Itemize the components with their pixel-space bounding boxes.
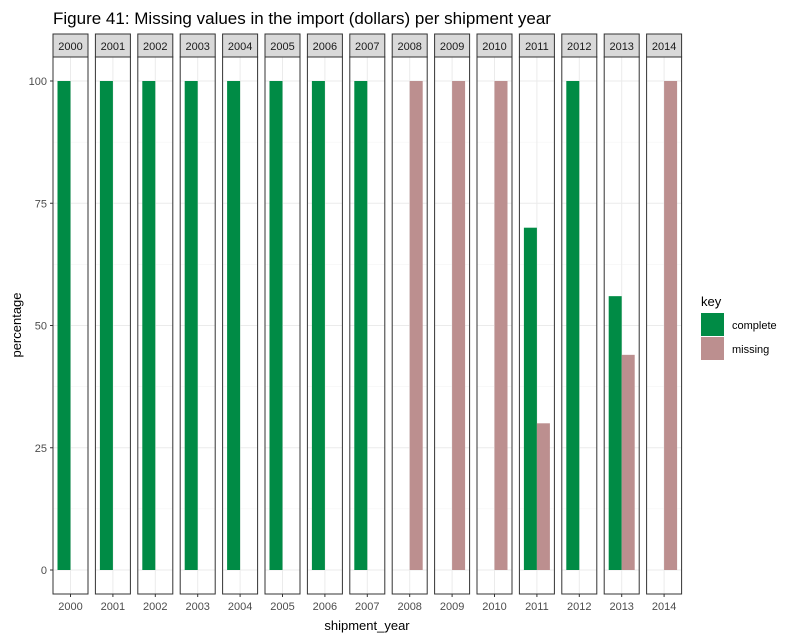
facet-panel: 2013 2013 xyxy=(603,33,640,613)
facet-panel: 2011 2011 xyxy=(518,33,555,613)
facet-strip-label: 2003 xyxy=(185,41,209,53)
facet-panel: 2000 2000 xyxy=(52,33,89,613)
bar-complete xyxy=(566,81,580,570)
legend-key-complete xyxy=(701,313,724,336)
bar-complete xyxy=(99,81,113,570)
legend-title: key xyxy=(701,294,722,309)
facet-strip-label: 2009 xyxy=(440,41,464,53)
chart-title: Figure 41: Missing values in the import … xyxy=(53,9,551,28)
bar-complete xyxy=(608,296,622,570)
facet-panel: 2014 2014 xyxy=(646,33,683,613)
y-tick-label: 25 xyxy=(35,443,47,455)
x-tick-label: 2004 xyxy=(228,601,252,613)
y-tick-label: 0 xyxy=(41,565,47,577)
legend-key-missing xyxy=(701,337,724,360)
facet-panel: 2003 2003 xyxy=(179,33,216,613)
facet-panel: 2008 2008 xyxy=(391,33,428,613)
bar-missing xyxy=(536,423,550,570)
x-tick-label: 2005 xyxy=(270,601,294,613)
facet-strip-label: 2000 xyxy=(58,41,82,53)
facet-strip-label: 2002 xyxy=(143,41,167,53)
facet-strip-label: 2008 xyxy=(397,41,421,53)
x-tick-label: 2014 xyxy=(652,601,676,613)
x-tick-label: 2006 xyxy=(313,601,337,613)
facet-panel: 2007 2007 xyxy=(349,33,386,613)
bar-complete xyxy=(57,81,71,570)
x-tick-label: 2000 xyxy=(58,601,82,613)
bar-complete xyxy=(523,227,537,570)
x-tick-label: 2007 xyxy=(355,601,379,613)
facet-strip-label: 2011 xyxy=(525,41,549,53)
y-axis-title: percentage xyxy=(9,292,24,357)
facet-panel: 2004 2004 xyxy=(222,33,259,613)
facet-strip-label: 2007 xyxy=(355,41,379,53)
bar-complete xyxy=(142,81,156,570)
x-tick-label: 2009 xyxy=(440,601,464,613)
x-tick-label: 2001 xyxy=(101,601,125,613)
y-tick-label: 100 xyxy=(29,76,47,88)
facet-panels: 2000200020012001200220022003200320042004… xyxy=(52,33,683,613)
bar-missing xyxy=(664,81,678,570)
facet-panel: 2002 2002 xyxy=(137,33,174,613)
facet-panel: 2009 2009 xyxy=(434,33,471,613)
x-tick-label: 2011 xyxy=(525,601,549,613)
bar-complete xyxy=(311,81,325,570)
bar-missing xyxy=(452,81,466,570)
bar-complete xyxy=(227,81,241,570)
x-tick-label: 2010 xyxy=(482,601,506,613)
facet-strip-label: 2005 xyxy=(270,41,294,53)
y-tick-label: 50 xyxy=(35,321,47,333)
legend-label: missing xyxy=(732,344,769,356)
facet-panel: 2012 2012 xyxy=(561,33,598,613)
x-tick-label: 2008 xyxy=(397,601,421,613)
facet-panel: 2001 2001 xyxy=(94,33,131,613)
bar-complete xyxy=(354,81,368,570)
facet-strip-label: 2014 xyxy=(652,41,676,53)
x-tick-label: 2002 xyxy=(143,601,167,613)
x-tick-label: 2013 xyxy=(609,601,633,613)
y-axis: 0 25 50 75 100 xyxy=(29,76,53,577)
facet-panel: 2010 2010 xyxy=(476,33,513,613)
y-tick-label: 75 xyxy=(35,198,47,210)
facet-strip-label: 2001 xyxy=(101,41,125,53)
bar-missing xyxy=(409,81,423,570)
facet-panel: 2005 2005 xyxy=(264,33,301,613)
legend-label: complete xyxy=(732,320,777,332)
x-tick-label: 2003 xyxy=(185,601,209,613)
bar-missing xyxy=(494,81,508,570)
facet-strip-label: 2006 xyxy=(313,41,337,53)
bar-missing xyxy=(621,354,635,570)
x-tick-label: 2012 xyxy=(567,601,591,613)
x-axis-title: shipment_year xyxy=(324,618,410,633)
bar-complete xyxy=(184,81,198,570)
bar-complete xyxy=(269,81,283,570)
facet-strip-label: 2013 xyxy=(609,41,633,53)
facet-panel: 2006 2006 xyxy=(306,33,343,613)
facet-strip-label: 2010 xyxy=(482,41,506,53)
legend: key complete missing xyxy=(701,294,777,360)
facet-strip-label: 2004 xyxy=(228,41,252,53)
facet-strip-label: 2012 xyxy=(567,41,591,53)
